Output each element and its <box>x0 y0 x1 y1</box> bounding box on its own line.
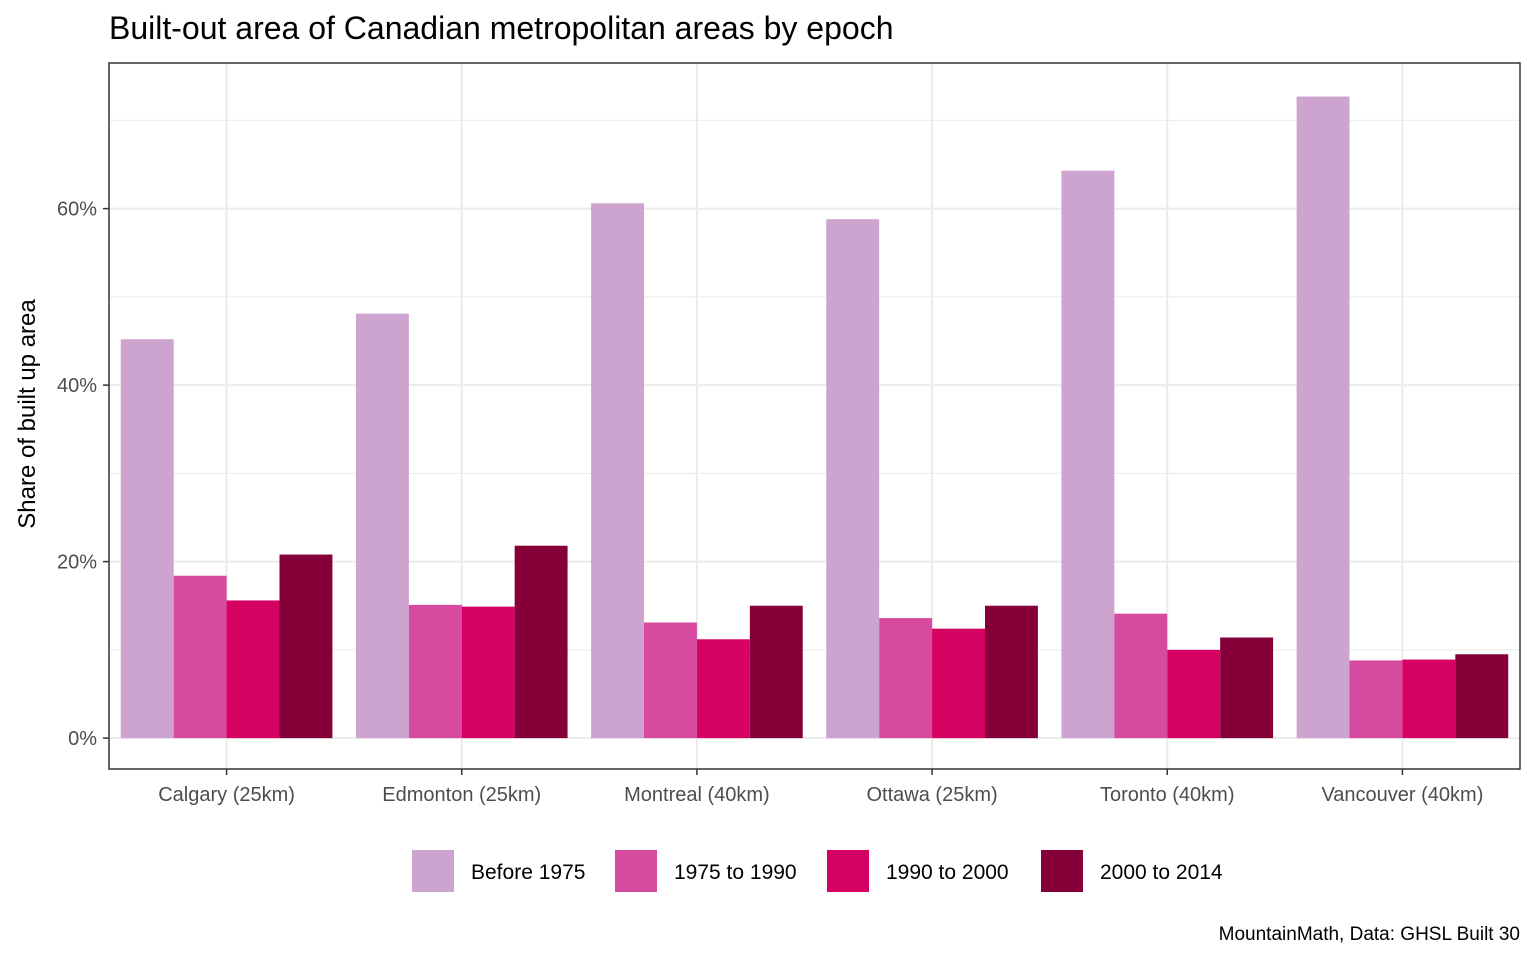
legend-label: 1990 to 2000 <box>886 861 1009 884</box>
bar <box>1349 660 1403 739</box>
bar <box>932 628 985 739</box>
bar <box>1061 170 1115 739</box>
bar <box>408 604 462 739</box>
panel-border <box>108 62 1521 770</box>
bar <box>514 545 568 739</box>
bar <box>591 203 645 739</box>
caption: MountainMath, Data: GHSL Built 30 <box>1219 924 1520 945</box>
bar <box>749 605 803 739</box>
bar <box>644 622 697 739</box>
bar <box>826 219 880 739</box>
x-tick-label: Toronto (40km) <box>1100 784 1235 806</box>
legend-key <box>615 850 657 892</box>
legend-label: Before 1975 <box>471 861 585 884</box>
bar <box>1167 649 1221 739</box>
bar <box>120 339 174 739</box>
bar <box>879 618 933 739</box>
legend-key <box>1041 850 1083 892</box>
bar <box>461 606 515 739</box>
x-tick-label: Montreal (40km) <box>624 784 770 806</box>
bar <box>696 639 750 739</box>
bar <box>1114 613 1168 739</box>
y-tick-label: 0% <box>68 728 97 750</box>
y-tick-label: 20% <box>57 552 97 574</box>
x-tick-label: Ottawa (25km) <box>867 784 998 806</box>
bar <box>355 313 409 739</box>
bar <box>226 600 280 739</box>
x-tick-label: Calgary (25km) <box>158 784 295 806</box>
panel-background <box>109 63 1520 769</box>
x-tick-label: Edmonton (25km) <box>382 784 541 806</box>
legend-key <box>827 850 869 892</box>
legend-label: 1975 to 1990 <box>674 861 797 884</box>
y-tick-label: 60% <box>57 199 97 221</box>
bar <box>1296 96 1350 739</box>
bar <box>279 554 333 739</box>
legend-key <box>412 850 454 892</box>
y-tick-label: 40% <box>57 375 97 397</box>
bar <box>1402 659 1456 739</box>
y-axis-label: Share of built up area <box>14 299 41 529</box>
x-tick-label: Vancouver (40km) <box>1321 784 1483 806</box>
bar <box>1455 654 1509 739</box>
plot-area: 0% 20% 40% 60% Calgary (25km) Edmonton (25km)… <box>57 62 1521 806</box>
chart-title: Built-out area of Canadian metropolitan … <box>109 10 893 46</box>
legend: Before 1975 1975 to 1990 1990 to 2000 2000 … <box>412 850 1223 892</box>
bar <box>984 605 1038 739</box>
bar <box>1220 637 1274 739</box>
bar <box>173 575 227 739</box>
legend-label: 2000 to 2014 <box>1100 861 1223 884</box>
